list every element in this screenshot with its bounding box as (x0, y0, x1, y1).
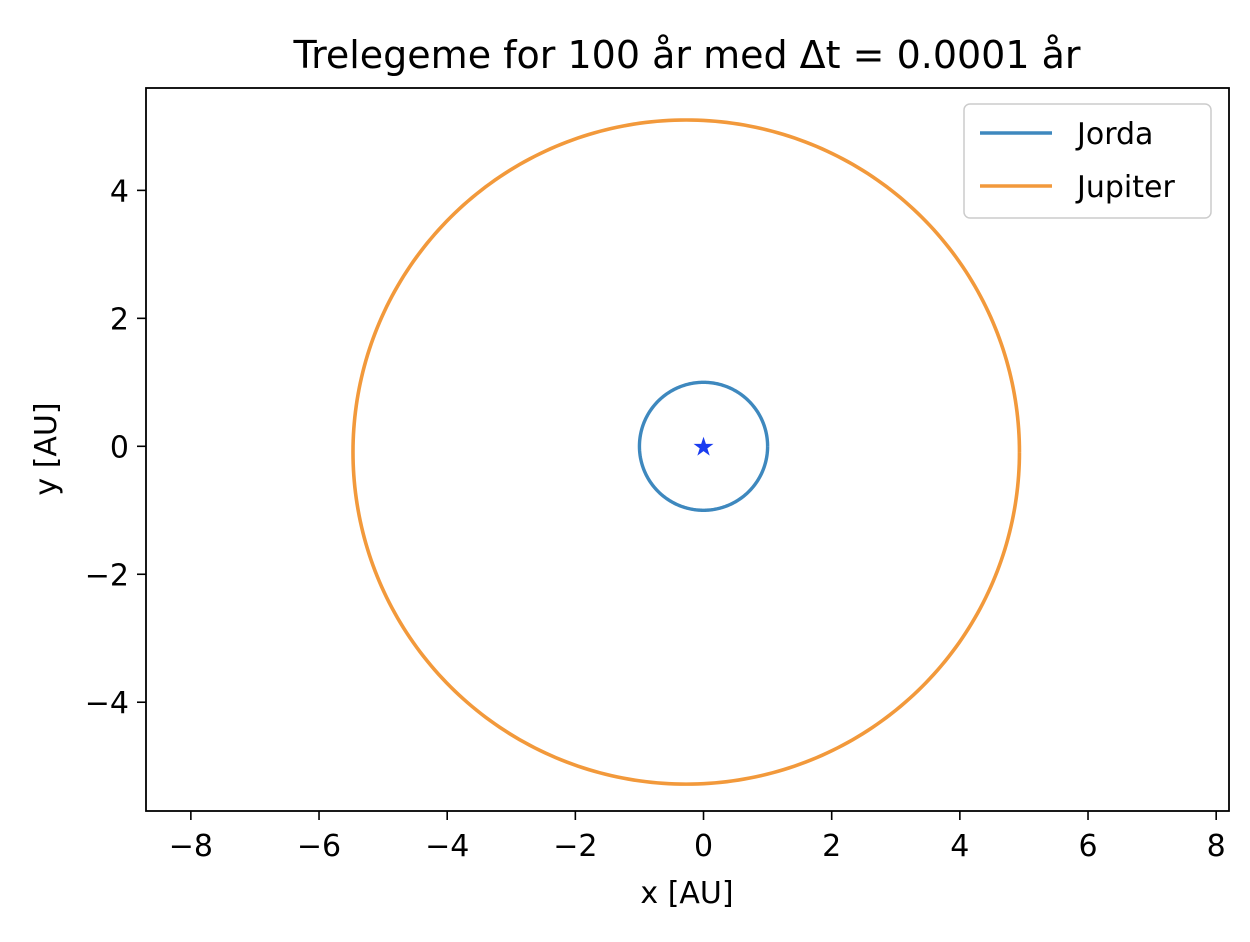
x-axis: −8 −6 −4 −2 0 2 4 6 8 (169, 811, 1226, 864)
y-tick-label: −2 (85, 558, 129, 593)
y-tick-label: −4 (85, 686, 129, 721)
y-axis-label: y [AU] (29, 402, 64, 495)
x-tick-label: 2 (822, 829, 841, 864)
x-tick-label: 8 (1207, 829, 1226, 864)
x-tick-label: −8 (169, 829, 213, 864)
x-tick-label: −4 (425, 829, 469, 864)
x-tick-label: −2 (553, 829, 597, 864)
x-tick-label: 6 (1078, 829, 1097, 864)
chart-title: Trelegeme for 100 år med Δt = 0.0001 år (292, 33, 1080, 77)
x-tick-label: −6 (297, 829, 341, 864)
series-line-jorda (637, 380, 770, 512)
legend: Jorda Jupiter (963, 103, 1212, 219)
y-tick-label: 2 (110, 302, 129, 337)
x-tick-label: 0 (694, 829, 713, 864)
legend-label-jupiter: Jupiter (1075, 170, 1175, 205)
plot-area: ★ (351, 118, 1022, 786)
axes-frame (145, 87, 1230, 812)
legend-label-jorda: Jorda (1075, 117, 1153, 152)
y-tick-label: 4 (110, 174, 129, 209)
x-axis-label: x [AU] (640, 876, 733, 911)
y-axis: −4 −2 0 2 4 (85, 174, 146, 721)
x-tick-label: 4 (950, 829, 969, 864)
series-line-jupiter (351, 118, 1022, 786)
sun-marker: ★ (692, 432, 715, 462)
y-tick-label: 0 (110, 430, 129, 465)
